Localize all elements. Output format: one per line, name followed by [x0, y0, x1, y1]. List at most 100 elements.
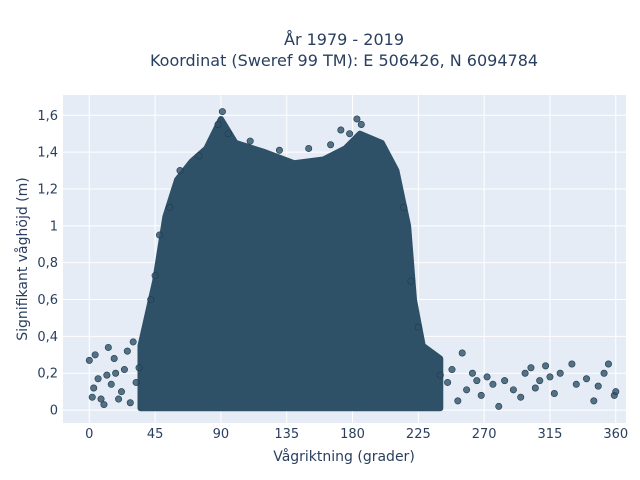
dense-point-cloud	[137, 115, 444, 412]
scatter-point	[166, 203, 174, 211]
scatter-point	[126, 399, 134, 407]
y-tick-label: 1,2	[37, 182, 58, 197]
scatter-point	[115, 395, 123, 403]
chart-title: År 1979 - 2019	[284, 30, 404, 49]
scatter-point	[88, 393, 96, 401]
y-tick-label: 0	[50, 404, 58, 419]
x-tick-label: 360	[603, 427, 628, 442]
scatter-point	[458, 349, 466, 357]
scatter-point	[483, 373, 491, 381]
scatter-point	[305, 144, 313, 152]
scatter-point	[590, 397, 598, 405]
scatter-point	[357, 120, 365, 128]
scatter-point	[246, 137, 254, 145]
scatter-point	[556, 369, 564, 377]
scatter-point	[147, 296, 155, 304]
scatter-point	[100, 401, 108, 409]
scatter-point	[400, 203, 408, 211]
point-cloud-area	[137, 115, 444, 412]
scatter-point	[572, 380, 580, 388]
scatter-point	[85, 356, 93, 364]
scatter-point	[568, 360, 576, 368]
scatter-point	[120, 366, 128, 374]
x-axis-ticks: 0 45 90 135 180 225 270 315 360	[85, 427, 628, 442]
scatter-point	[353, 115, 361, 123]
scatter-point	[224, 130, 232, 138]
scatter-point	[517, 393, 525, 401]
scatter-point	[477, 391, 485, 399]
scatter-point	[195, 152, 203, 160]
scatter-point	[509, 386, 517, 394]
x-axis-title: Vågriktning (grader)	[273, 448, 415, 465]
scatter-point	[495, 402, 503, 410]
scatter-point	[151, 272, 159, 280]
scatter-point	[337, 126, 345, 134]
scatter-point	[542, 362, 550, 370]
scatter-point	[132, 378, 140, 386]
scatter-point	[473, 377, 481, 385]
x-tick-label: 0	[85, 427, 93, 442]
scatter-point	[218, 108, 226, 116]
scatter-point	[103, 371, 111, 379]
chart-subtitle: Koordinat (Sweref 99 TM): E 506426, N 60…	[150, 51, 538, 70]
scatter-point	[123, 347, 131, 355]
scatter-point	[327, 141, 335, 149]
x-tick-label: 90	[213, 427, 230, 442]
x-tick-label: 225	[406, 427, 431, 442]
scatter-points	[85, 108, 620, 410]
scatter-point	[275, 146, 283, 154]
scatter-point	[463, 386, 471, 394]
scatter-point	[612, 388, 620, 396]
scatter-point	[531, 384, 539, 392]
scatter-point	[527, 364, 535, 372]
scatter-point	[176, 167, 184, 175]
scatter-point	[135, 364, 143, 372]
scatter-point	[546, 373, 554, 381]
scatter-point	[600, 369, 608, 377]
y-tick-label: 1,6	[37, 109, 58, 124]
scatter-point	[583, 375, 591, 383]
scatter-point	[594, 382, 602, 390]
scatter-point	[489, 380, 497, 388]
scatter-point	[110, 355, 118, 363]
y-axis-title: Signifikant våghöjd (m)	[14, 177, 31, 340]
scatter-point	[91, 351, 99, 359]
scatter-point	[448, 366, 456, 374]
scatter-point	[521, 369, 529, 377]
scatter-point	[501, 377, 509, 385]
scatter-point	[468, 369, 476, 377]
scatter-point	[604, 360, 612, 368]
y-tick-label: 0,8	[37, 256, 58, 271]
scatter-point	[104, 343, 112, 351]
x-tick-label: 180	[340, 427, 365, 442]
y-tick-label: 0,2	[37, 367, 58, 382]
scatter-point	[112, 369, 120, 377]
scatter-point	[156, 231, 164, 239]
scatter-point	[444, 378, 452, 386]
scatter-point	[90, 384, 98, 392]
x-tick-label: 315	[538, 427, 563, 442]
scatter-point	[97, 395, 105, 403]
scatter-point	[436, 371, 444, 379]
scatter-point	[346, 130, 354, 138]
y-tick-label: 0,6	[37, 293, 58, 308]
scatter-point	[94, 375, 102, 383]
scatter-point	[407, 277, 415, 285]
scatter-point	[550, 390, 558, 398]
scatter-point	[214, 120, 222, 128]
scatter-point	[129, 338, 137, 346]
y-tick-label: 1,4	[37, 146, 58, 161]
scatter-point	[536, 377, 544, 385]
scatter-point	[107, 380, 115, 388]
scatter-point	[454, 397, 462, 405]
x-tick-label: 135	[274, 427, 299, 442]
y-axis-ticks: 0 0,2 0,4 0,6 0,8 1 1,2 1,4 1,6	[37, 109, 58, 419]
scatter-point	[117, 388, 125, 396]
x-tick-label: 270	[472, 427, 497, 442]
y-tick-label: 0,4	[37, 330, 58, 345]
y-tick-label: 1	[50, 219, 58, 234]
x-tick-label: 45	[147, 427, 164, 442]
scatter-point	[414, 323, 422, 331]
